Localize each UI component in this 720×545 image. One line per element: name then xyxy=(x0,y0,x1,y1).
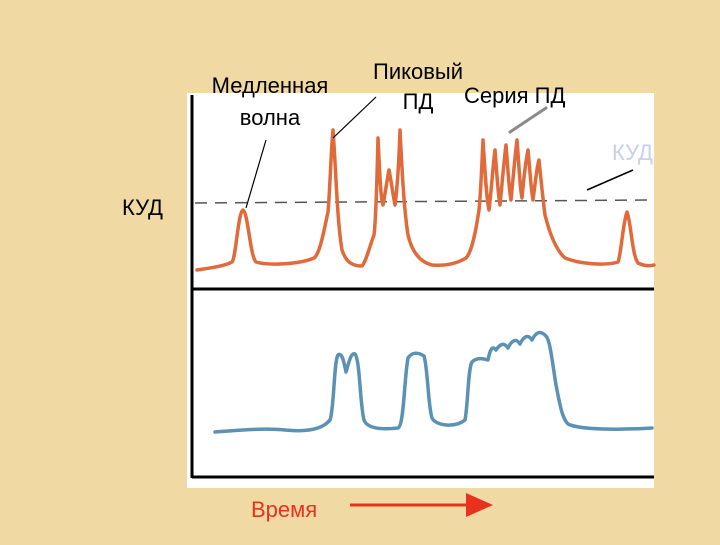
kud-right-label: КУД xyxy=(612,140,653,165)
pointer-kud-right xyxy=(586,169,634,191)
threshold-dashed-line xyxy=(194,199,655,204)
slow-wave-label-line2: волна xyxy=(239,105,301,130)
electrical-activity-trace xyxy=(195,128,656,272)
spike-ap-label-line1: Пиковый xyxy=(373,59,463,84)
pointer-slow-wave xyxy=(245,139,267,209)
time-label: Время xyxy=(251,497,318,522)
contraction-trace xyxy=(213,330,654,434)
spike-ap-label: Пиковый ПД xyxy=(357,60,479,114)
pointer-series xyxy=(508,106,548,134)
spike-ap-label-line2: ПД xyxy=(402,89,434,114)
pointer-spike xyxy=(332,96,377,139)
ap-series-label: Серия ПД xyxy=(464,83,566,108)
slow-wave-label-line1: Медленная xyxy=(211,73,329,98)
kud-left-label: КУД xyxy=(122,195,163,220)
slow-wave-label: Медленная волна xyxy=(196,74,344,130)
